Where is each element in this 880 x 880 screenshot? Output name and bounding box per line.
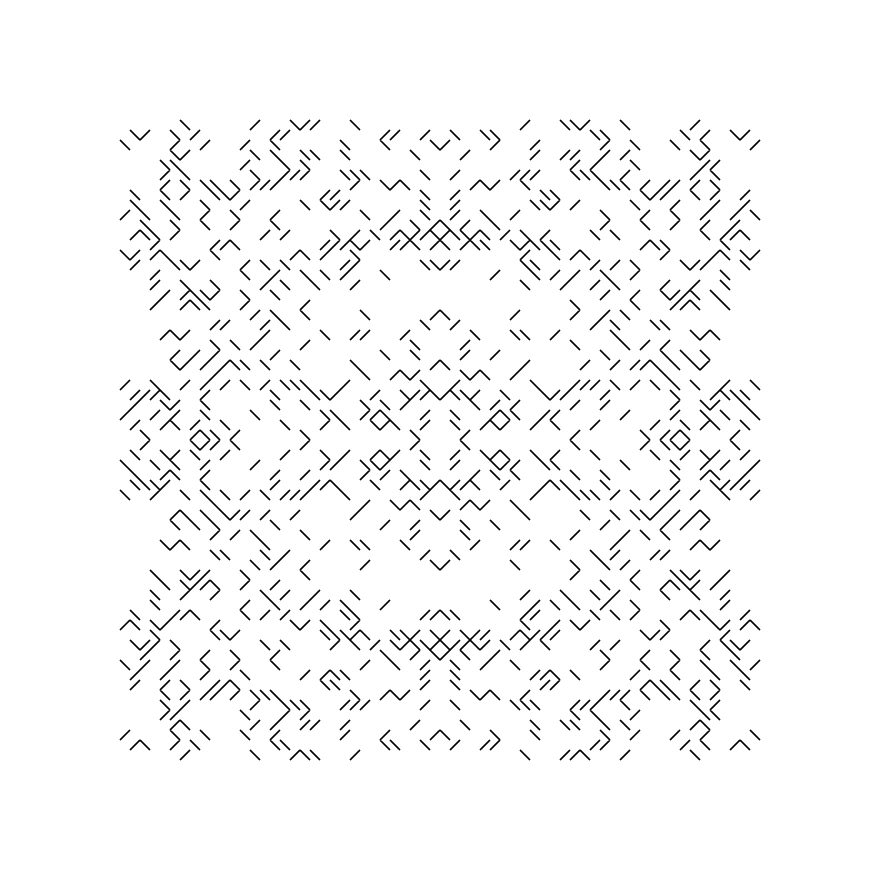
diagonal-strokes [119, 119, 761, 761]
